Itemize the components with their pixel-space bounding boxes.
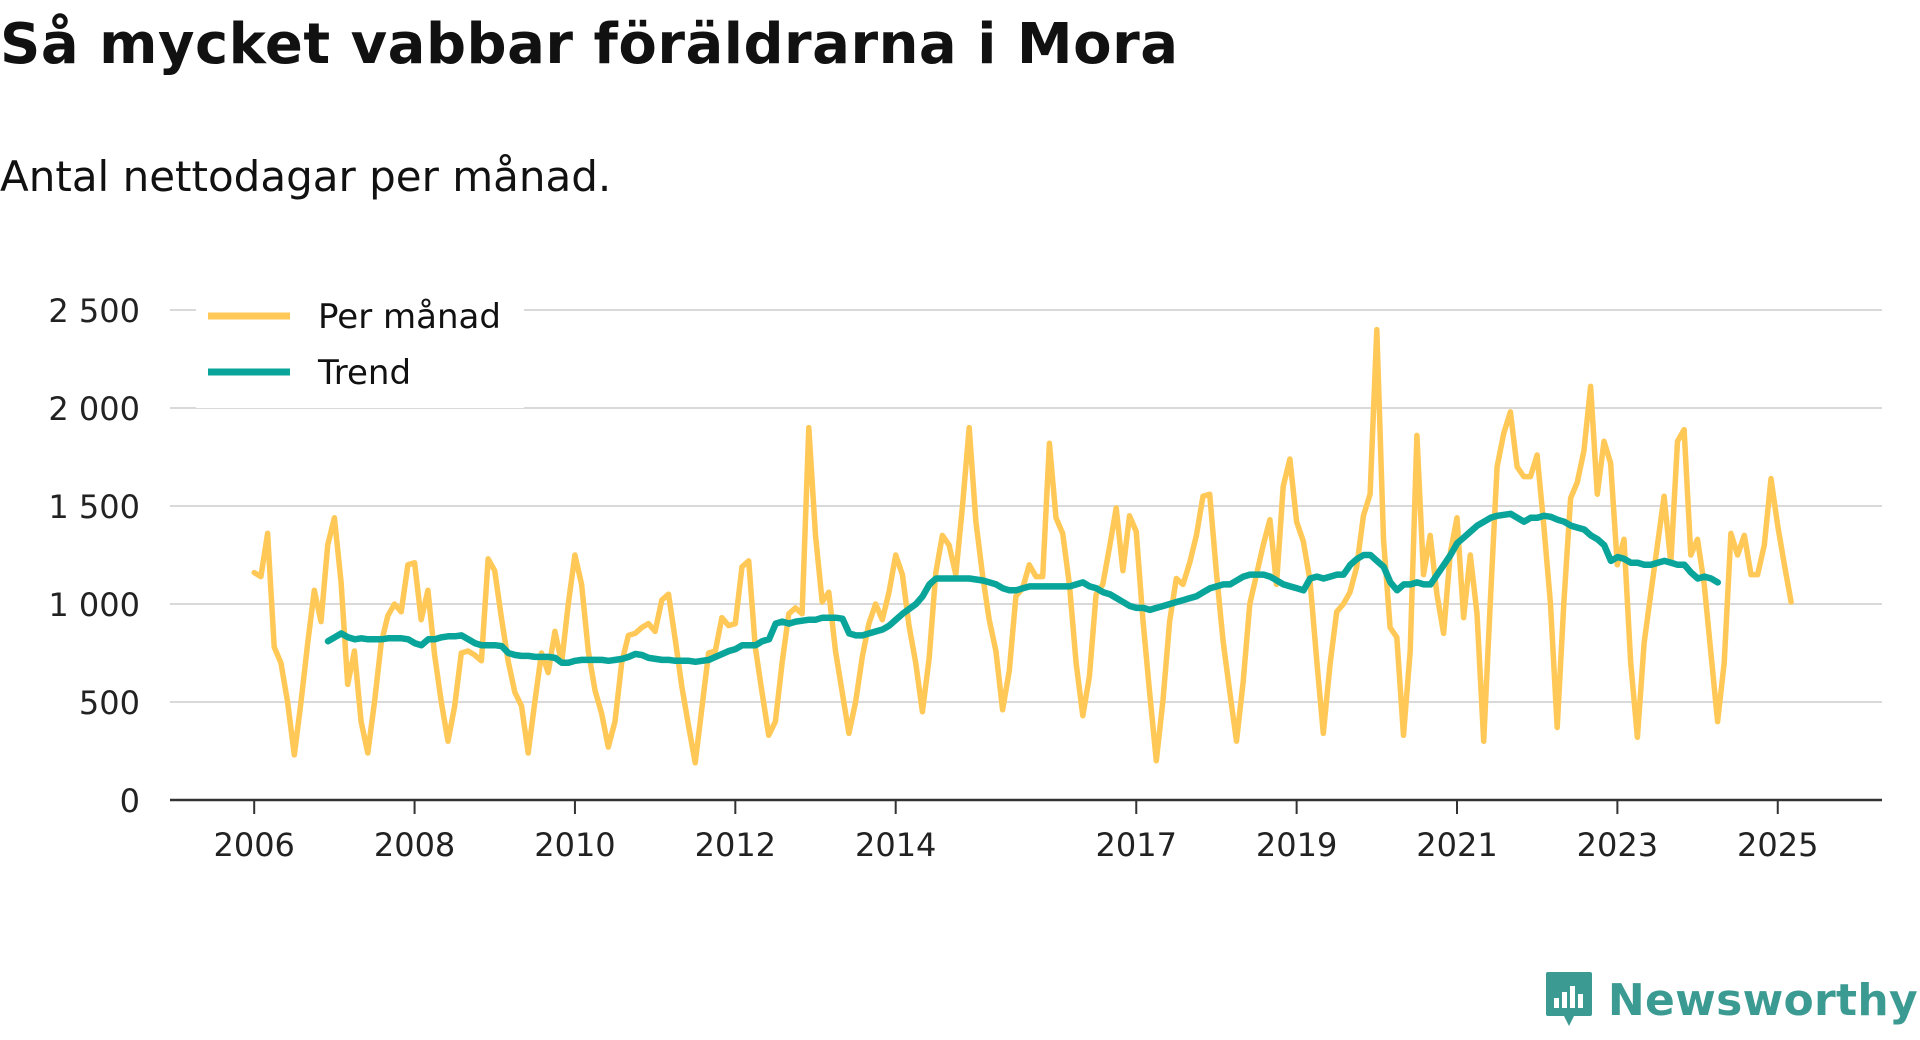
x-tick-label: 2010 — [534, 826, 615, 864]
x-tick-label: 2014 — [855, 826, 936, 864]
x-tick-label: 2006 — [213, 826, 294, 864]
y-tick-label: 2 000 — [48, 390, 140, 428]
brand-logo: Newsworthy — [1544, 970, 1918, 1030]
y-axis-ticks: 0 500 1 000 1 500 2 000 2 500 — [48, 292, 140, 820]
x-tick-label: 2019 — [1256, 826, 1337, 864]
newsworthy-logo-icon — [1545, 972, 1592, 1026]
chart-subtitle: Antal nettodagar per månad. — [0, 152, 612, 201]
x-axis-ticks: 2006 2008 2010 2012 2014 2017 2019 2021 2023 2025 — [213, 800, 1818, 864]
x-tick-label: 2021 — [1416, 826, 1497, 864]
chart-title: Så mycket vabbar föräldrarna i Mora — [0, 12, 1179, 77]
x-tick-label: 2025 — [1737, 826, 1818, 864]
x-tick-label: 2017 — [1096, 826, 1177, 864]
y-tick-label: 1 000 — [48, 586, 140, 624]
x-tick-label: 2023 — [1577, 826, 1658, 864]
legend-label: Per månad — [318, 297, 501, 337]
y-tick-label: 1 500 — [48, 488, 140, 526]
legend-background — [196, 290, 524, 408]
x-tick-label: 2012 — [695, 826, 776, 864]
y-tick-label: 0 — [120, 782, 140, 820]
y-tick-label: 2 500 — [48, 292, 140, 330]
legend: Per månad Trend — [196, 290, 524, 408]
x-tick-label: 2008 — [374, 826, 455, 864]
series-line-trend — [324, 510, 1722, 667]
brand-name: Newsworthy — [1607, 974, 1918, 1026]
y-tick-label: 500 — [79, 684, 140, 722]
series-lines — [251, 326, 1794, 766]
legend-label: Trend — [317, 353, 411, 393]
